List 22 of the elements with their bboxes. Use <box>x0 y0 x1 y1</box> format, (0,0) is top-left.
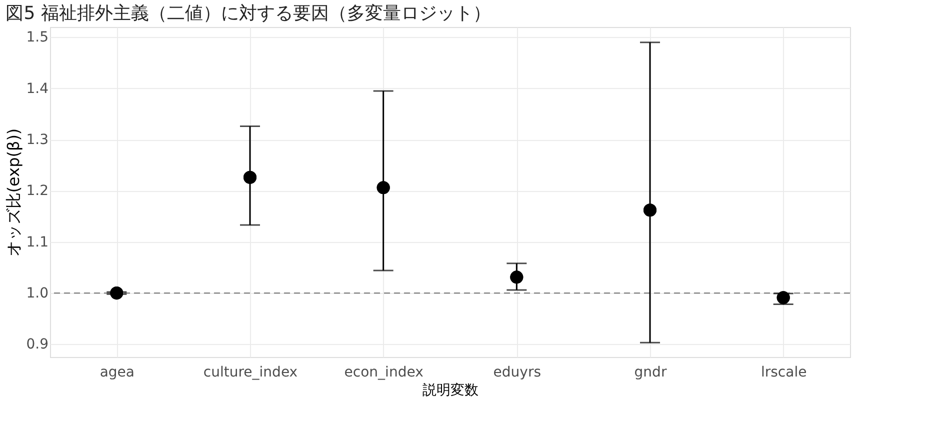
y-axis-title: オッズ比(exp(β)) <box>4 128 24 257</box>
y-tick-label: 1.5 <box>26 30 48 46</box>
point <box>243 170 257 184</box>
x-tick-label: eduyrs <box>493 364 542 380</box>
x-tick-label: culture_index <box>203 364 298 380</box>
y-tick-label: 1.2 <box>26 183 48 200</box>
y-tick-label: 1.1 <box>26 234 48 250</box>
point <box>776 291 790 304</box>
x-tick-label: lrscale <box>760 364 807 380</box>
point <box>376 181 390 194</box>
x-tick-label: econ_index <box>344 364 424 380</box>
x-tick-label: agea <box>100 364 135 380</box>
point <box>110 286 124 300</box>
y-tick-label: 1.0 <box>26 286 48 302</box>
x-tick-label: gndr <box>634 364 667 380</box>
x-axis-title: 説明変数 <box>422 382 478 398</box>
y-tick-label: 1.4 <box>26 80 49 97</box>
point <box>510 270 524 284</box>
y-tick-label: 0.9 <box>26 336 48 353</box>
point <box>643 204 657 217</box>
y-tick-label: 1.3 <box>26 132 48 148</box>
chart-title: 図5 福祉排外主義（二値）に対する要因（多変量ロジット） <box>6 3 491 24</box>
